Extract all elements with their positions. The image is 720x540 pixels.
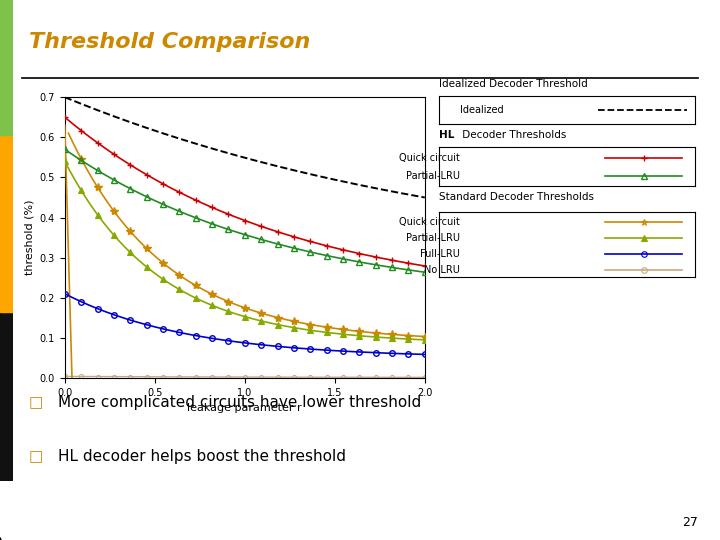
Text: Quick circuit: Quick circuit [399,217,459,227]
Text: □: □ [29,449,43,464]
Bar [0,0,13,134]
Text: HL: HL [439,130,454,140]
Y-axis label: threshold (%): threshold (%) [24,200,34,275]
Text: Partial-LRU: Partial-LRU [405,233,459,243]
Text: Idealized: Idealized [459,105,503,115]
Text: Idealized Decoder Threshold: Idealized Decoder Threshold [439,79,588,89]
Text: Decoder Thresholds: Decoder Thresholds [459,130,567,140]
Bar [0,312,13,481]
Text: 27: 27 [683,516,698,529]
Text: Standard Decoder Thresholds: Standard Decoder Thresholds [439,192,594,202]
Bar [0,134,13,312]
Text: HL decoder helps boost the threshold: HL decoder helps boost the threshold [58,449,346,464]
Text: Partial-LRU: Partial-LRU [405,171,459,181]
Text: Quick circuit: Quick circuit [399,153,459,163]
Text: More complicated circuits have lower threshold: More complicated circuits have lower thr… [58,395,421,410]
Text: No LRU: No LRU [424,265,459,275]
Text: □: □ [29,395,43,410]
X-axis label: leakage parameter r: leakage parameter r [187,403,302,413]
Text: Threshold Comparison: Threshold Comparison [29,32,310,52]
Text: Full-LRU: Full-LRU [420,249,459,259]
